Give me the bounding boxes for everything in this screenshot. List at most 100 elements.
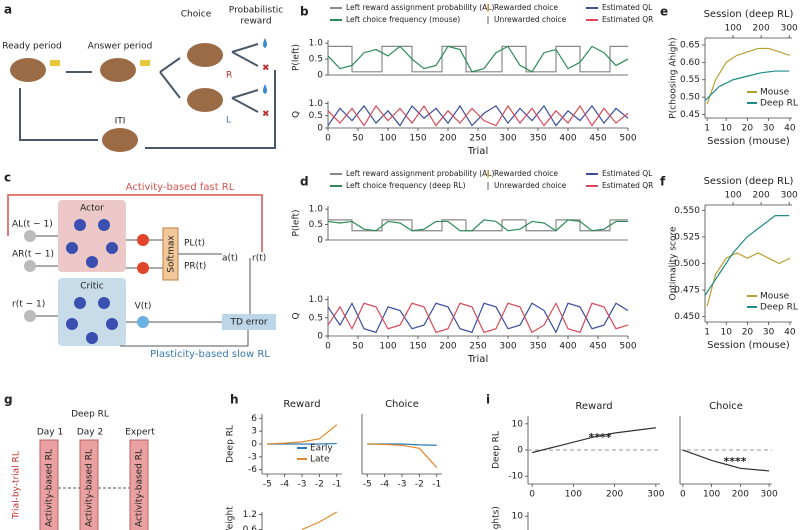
x-tick-label: 10 xyxy=(720,124,732,134)
legend-label: Late xyxy=(310,455,330,465)
x-tick-label: -3 xyxy=(298,480,307,490)
svg-text:✖: ✖ xyxy=(262,64,270,74)
x-tick-label: 10 xyxy=(720,328,732,338)
series-line xyxy=(327,45,629,73)
stage-label: Day 2 xyxy=(77,428,103,438)
x2-tick-label: 100 xyxy=(724,24,741,34)
stage-label: Day 1 xyxy=(37,428,63,438)
x-tick-label: 300 xyxy=(761,490,778,500)
x-tick-label: 150 xyxy=(409,134,426,144)
x-tick-label: 300 xyxy=(647,490,664,500)
y-tick-label: -3 xyxy=(248,452,257,462)
panel-label: h xyxy=(230,393,239,407)
y-tick-label: 0.6 xyxy=(243,525,258,530)
y-label: P(left) xyxy=(292,44,302,71)
x-label: Trial xyxy=(467,354,488,365)
x2-tick-label: 100 xyxy=(724,191,741,201)
y-tick-label: 1.0 xyxy=(309,99,324,109)
series-line xyxy=(327,219,628,232)
x-tick-label: 1 xyxy=(704,328,710,338)
box-label: Activity-based RL xyxy=(45,449,55,527)
x-tick-label: 50 xyxy=(352,134,364,144)
series-line xyxy=(328,219,628,232)
legend-label: Rewarded choice xyxy=(494,3,558,12)
box-label: Critic xyxy=(80,282,104,292)
series-line xyxy=(706,252,791,307)
series-line xyxy=(327,104,629,127)
plot-title: Reward xyxy=(283,399,320,410)
x-tick-label: 250 xyxy=(469,342,486,352)
panel-label: e xyxy=(660,5,668,19)
y-tick-label: 0.65 xyxy=(680,40,700,50)
y-tick-label: -6 xyxy=(248,465,257,475)
x2-tick-label: 200 xyxy=(753,24,770,34)
plot-title: Choice xyxy=(385,399,419,410)
x-tick-label: 200 xyxy=(606,490,623,500)
y-tick-label: 0 xyxy=(317,332,323,342)
legend-label: Left reward assignment probability (AL) xyxy=(346,169,494,178)
series-line xyxy=(682,449,770,472)
x2-tick-label: 300 xyxy=(781,24,798,34)
y-label: Deep RL xyxy=(492,431,502,469)
stage-label: Choice xyxy=(181,10,212,20)
heading: Deep RL xyxy=(71,410,109,420)
x-tick-label: 100 xyxy=(703,490,720,500)
series-line xyxy=(706,47,791,105)
output-label: PL(t) xyxy=(184,239,205,249)
x-tick-label: 500 xyxy=(619,134,636,144)
panel-label: f xyxy=(660,175,666,189)
output-label: a(t) xyxy=(222,254,238,264)
box-label: Actor xyxy=(80,204,104,214)
x-tick-label: 300 xyxy=(499,134,516,144)
stage-label: Ready period xyxy=(2,42,61,52)
x2-tick-label: 300 xyxy=(781,191,798,201)
legend-label: Left choice frequency (mouse) xyxy=(346,15,460,24)
legend-label: Mouse xyxy=(760,88,790,98)
side-label: L xyxy=(226,116,231,126)
panel-g: g Deep RL Day 1 Day 2 Expert Trial-by-tr… xyxy=(4,393,155,530)
y-label: Σ(weights) xyxy=(492,506,502,530)
x-tick-label: 300 xyxy=(499,342,516,352)
x-tick-label: 150 xyxy=(409,342,426,352)
x-tick-label: 0 xyxy=(325,134,331,144)
panel-label: i xyxy=(486,393,490,407)
x-tick-label: 1 xyxy=(704,124,710,134)
legend-label: Estimated QL xyxy=(602,3,653,12)
series-line xyxy=(327,301,629,334)
x-tick-label: -1 xyxy=(432,480,441,490)
output-label: PR(t) xyxy=(184,262,206,272)
x-tick-label: 250 xyxy=(469,134,486,144)
y-tick-label: -10 xyxy=(508,472,523,482)
y-tick-label: 6 xyxy=(251,414,257,424)
x-tick-label: 50 xyxy=(352,342,364,352)
x-tick-label: 100 xyxy=(379,134,396,144)
y-tick-label: 0 xyxy=(317,71,323,81)
annotation: **** xyxy=(723,455,746,468)
x-tick-label: -1 xyxy=(332,480,341,490)
x-tick-label: 500 xyxy=(619,342,636,352)
y-tick-label: 0.50 xyxy=(680,93,700,103)
y-label: Q xyxy=(292,111,302,118)
x-tick-label: 400 xyxy=(559,134,576,144)
y-label: Q xyxy=(292,312,302,319)
x2-label: Session (deep RL) xyxy=(704,176,794,187)
x-tick-label: -2 xyxy=(415,480,424,490)
legend-label: Unrewarded choice xyxy=(494,181,567,190)
y-tick-label: 0.45 xyxy=(680,110,700,120)
y-tick-label: 0 xyxy=(317,124,323,134)
y-tick-label: 0.5 xyxy=(309,55,323,65)
td-label: TD error xyxy=(229,318,267,328)
panel-a: a ✖ ✖ Ready period Answer period Choice P… xyxy=(2,3,283,152)
series-line xyxy=(267,424,338,445)
legend-label: Rewarded choice xyxy=(494,169,558,178)
y-tick-label: 0.550 xyxy=(674,206,700,216)
y-tick-label: 0.5 xyxy=(309,313,323,323)
stage-label: Expert xyxy=(125,428,155,438)
x-tick-label: 0 xyxy=(325,342,331,352)
plot-title: Choice xyxy=(709,401,743,412)
plot-title: Reward xyxy=(575,401,612,412)
y-label: Weight xyxy=(226,506,236,530)
y-tick-label: 0 xyxy=(251,440,257,450)
stage-label: Probabilistic xyxy=(229,6,283,16)
y-tick-label: 0 xyxy=(317,236,323,246)
